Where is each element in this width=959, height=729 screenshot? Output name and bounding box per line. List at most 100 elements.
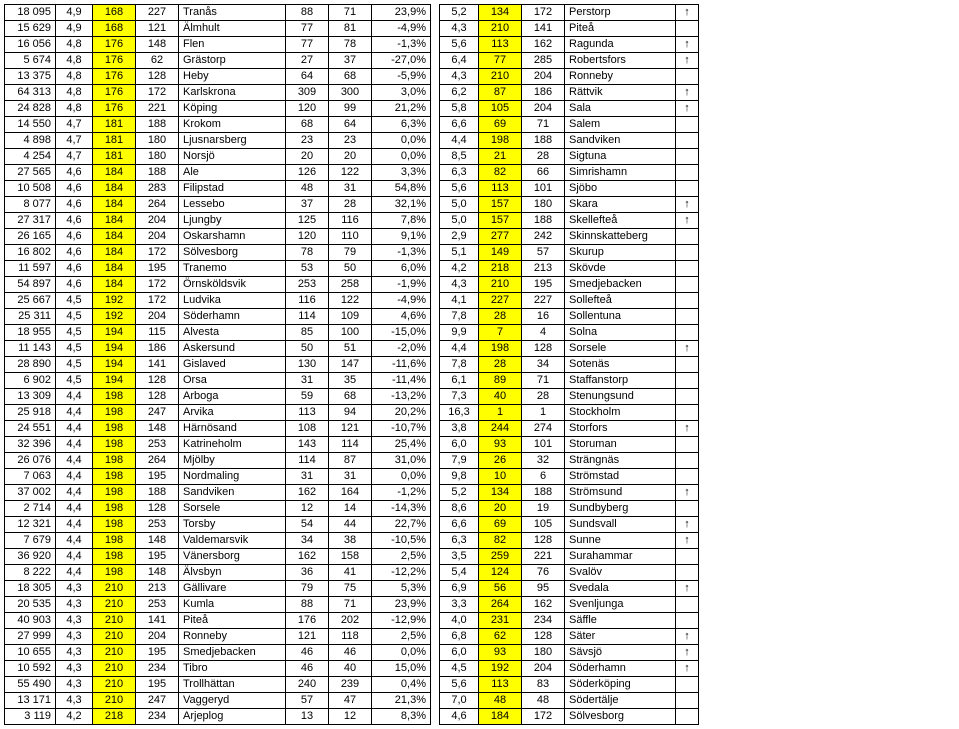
arrow-up-icon: ↑: [676, 101, 699, 117]
cell-rank-prev: 172: [136, 85, 179, 101]
table-row: 26 0764,4198264Mjölby1148731,0%: [5, 453, 431, 469]
cell-municipality: Söderköping: [565, 677, 676, 693]
cell-value: 4,4: [56, 565, 93, 581]
table-row: 4,2218213Skövde: [440, 261, 699, 277]
cell-rank-current: 157: [479, 197, 522, 213]
cell-count-b: 239: [329, 677, 372, 693]
cell-value: 4,8: [56, 69, 93, 85]
cell-rank-prev: 128: [522, 629, 565, 645]
cell-value: 5,2: [440, 5, 479, 21]
cell-municipality: Ragunda: [565, 37, 676, 53]
cell-rank-current: 176: [93, 37, 136, 53]
cell-rank-current: 62: [479, 629, 522, 645]
cell-count-a: 88: [286, 597, 329, 613]
cell-value: 4,6: [56, 245, 93, 261]
cell-count-a: 116: [286, 293, 329, 309]
table-row: 6,66971Salem: [440, 117, 699, 133]
cell-rank-current: 210: [93, 581, 136, 597]
table-row: 6,477285Robertsfors↑: [440, 53, 699, 69]
cell-value: 4,6: [440, 709, 479, 725]
cell-percent: 54,8%: [372, 181, 431, 197]
arrow-up-icon: [676, 501, 699, 517]
cell-municipality: Söderhamn: [565, 661, 676, 677]
cell-rank-prev: 34: [522, 357, 565, 373]
cell-rank-current: 198: [93, 517, 136, 533]
right-table: 5,2134172Perstorp↑4,3210141Piteå5,611316…: [439, 4, 699, 725]
cell-count-b: 31: [329, 469, 372, 485]
cell-rank-current: 56: [479, 581, 522, 597]
cell-count-a: 120: [286, 229, 329, 245]
cell-municipality: Vänersborg: [179, 549, 286, 565]
cell-percent: -2,0%: [372, 341, 431, 357]
cell-rank-current: 176: [93, 53, 136, 69]
cell-municipality: Svedala: [565, 581, 676, 597]
cell-rank-prev: 101: [522, 181, 565, 197]
cell-rank-current: 21: [479, 149, 522, 165]
arrow-up-icon: [676, 325, 699, 341]
arrow-up-icon: ↑: [676, 485, 699, 501]
table-row: 5,114957Skurup: [440, 245, 699, 261]
table-row: 7,34028Stenungsund: [440, 389, 699, 405]
cell-count-a: 77: [286, 37, 329, 53]
cell-percent: 0,0%: [372, 469, 431, 485]
cell-count-b: 81: [329, 21, 372, 37]
cell-rank-prev: 264: [136, 453, 179, 469]
cell-rank-prev: 95: [522, 581, 565, 597]
cell-rank-current: 176: [93, 69, 136, 85]
cell-count-b: 41: [329, 565, 372, 581]
cell-municipality: Stockholm: [565, 405, 676, 421]
cell-municipality: Stenungsund: [565, 389, 676, 405]
table-row: 4,3210141Piteå: [440, 21, 699, 37]
cell-value: 4,6: [56, 229, 93, 245]
cell-population: 36 920: [5, 549, 56, 565]
table-row: 6,862128Säter↑: [440, 629, 699, 645]
cell-population: 10 592: [5, 661, 56, 677]
cell-rank-current: 184: [93, 181, 136, 197]
cell-value: 4,5: [56, 309, 93, 325]
cell-value: 4,8: [56, 85, 93, 101]
cell-value: 16,3: [440, 405, 479, 421]
cell-municipality: Sigtuna: [565, 149, 676, 165]
cell-rank-prev: 283: [136, 181, 179, 197]
cell-municipality: Krokom: [179, 117, 286, 133]
arrow-up-icon: ↑: [676, 53, 699, 69]
cell-percent: 8,3%: [372, 709, 431, 725]
cell-count-a: 36: [286, 565, 329, 581]
cell-municipality: Sjöbo: [565, 181, 676, 197]
cell-value: 6,0: [440, 645, 479, 661]
cell-percent: -10,7%: [372, 421, 431, 437]
cell-value: 6,4: [440, 53, 479, 69]
cell-population: 13 309: [5, 389, 56, 405]
cell-municipality: Ljusnarsberg: [179, 133, 286, 149]
cell-count-a: 121: [286, 629, 329, 645]
cell-rank-prev: 101: [522, 437, 565, 453]
cell-value: 4,6: [56, 197, 93, 213]
table-row: 28 8904,5194141Gislaved130147-11,6%: [5, 357, 431, 373]
cell-rank-prev: 221: [522, 549, 565, 565]
cell-value: 4,6: [56, 277, 93, 293]
cell-municipality: Perstorp: [565, 5, 676, 21]
cell-rank-current: 198: [93, 549, 136, 565]
cell-value: 4,4: [56, 549, 93, 565]
table-row: 16 8024,6184172Sölvesborg7879-1,3%: [5, 245, 431, 261]
table-row: 27 5654,6184188Ale1261223,3%: [5, 165, 431, 181]
cell-population: 12 321: [5, 517, 56, 533]
table-row: 7,82834Sotenäs: [440, 357, 699, 373]
cell-count-b: 110: [329, 229, 372, 245]
cell-percent: -12,9%: [372, 613, 431, 629]
cell-rank-prev: 172: [136, 293, 179, 309]
cell-rank-current: 134: [479, 5, 522, 21]
cell-rank-prev: 128: [136, 373, 179, 389]
cell-value: 7,9: [440, 453, 479, 469]
cell-value: 4,4: [440, 133, 479, 149]
cell-municipality: Karlskrona: [179, 85, 286, 101]
cell-municipality: Ljungby: [179, 213, 286, 229]
cell-rank-current: 210: [479, 69, 522, 85]
cell-rank-prev: 141: [136, 613, 179, 629]
cell-percent: -13,2%: [372, 389, 431, 405]
cell-population: 26 076: [5, 453, 56, 469]
cell-count-a: 125: [286, 213, 329, 229]
cell-rank-current: 168: [93, 21, 136, 37]
cell-percent: 20,2%: [372, 405, 431, 421]
cell-population: 20 535: [5, 597, 56, 613]
